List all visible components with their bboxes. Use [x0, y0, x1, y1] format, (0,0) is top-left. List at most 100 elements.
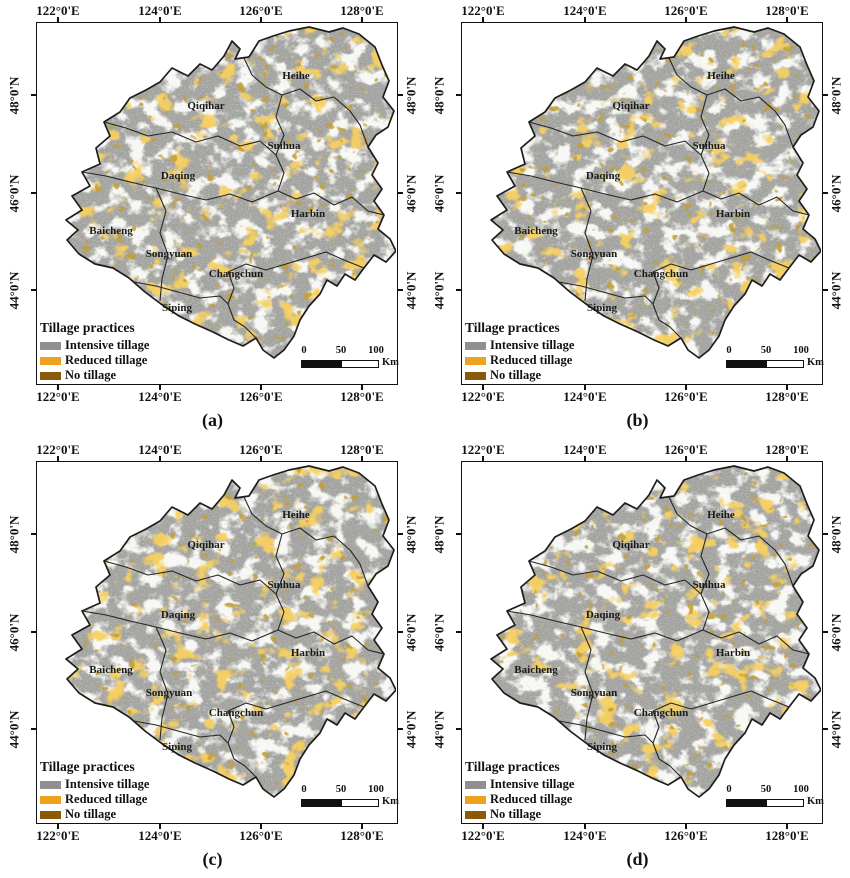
prefecture-boundary: [580, 187, 594, 302]
legend-swatch-no-tillage: [465, 810, 486, 819]
lon-tick-label: 128°0'E: [340, 828, 384, 843]
axis-tick: [31, 533, 36, 535]
city-label: Siping: [587, 741, 617, 753]
lon-tick-label: 126°0'E: [664, 828, 708, 843]
legend: Tillage practices Intensive tillage Redu…: [40, 759, 149, 822]
city-label: Siping: [162, 302, 192, 314]
legend-swatch-reduced: [465, 356, 486, 365]
prefecture-boundary: [103, 121, 277, 156]
axis-tick: [685, 17, 687, 22]
axis-tick: [456, 289, 461, 291]
scale-bar-graphic: [726, 799, 804, 807]
scale-bar-graphic: [301, 799, 379, 807]
legend-item-label: Intensive tillage: [490, 338, 575, 352]
axis-tick: [823, 631, 828, 633]
scale-unit-label: Km: [807, 796, 824, 807]
city-label: Harbin: [716, 208, 750, 220]
legend-item: No tillage: [40, 368, 149, 383]
panel-label: (c): [202, 849, 223, 869]
prefecture-boundary: [133, 281, 229, 305]
city-label: Daqing: [586, 170, 621, 182]
lon-tick-label: 122°0'E: [36, 828, 80, 843]
axis-tick: [31, 94, 36, 96]
scale-tick-label: 50: [335, 784, 347, 795]
tillage-map-svg: Heihe Qiqihar Suihua Daqing Harbin Baicheng So…: [65, 26, 396, 359]
prefecture-boundary: [652, 690, 790, 712]
legend-swatch-no-tillage: [40, 810, 61, 819]
scale-bar-segment-white: [341, 361, 378, 367]
lat-tick-label: 44°0'N: [403, 271, 419, 310]
legend-item: No tillage: [40, 807, 149, 822]
city-label: Harbin: [291, 208, 325, 220]
lat-tick-label: 44°0'N: [431, 710, 447, 749]
prefecture-boundary: [233, 758, 257, 778]
axis-tick: [260, 385, 262, 390]
lon-tick-label: 128°0'E: [340, 442, 384, 457]
city-label: Baicheng: [514, 225, 558, 237]
city-label: Suihua: [267, 140, 301, 152]
city-label: Suihua: [692, 140, 726, 152]
scale-tick-label: 50: [760, 345, 772, 356]
scale-bar: 0 50 100 Km: [724, 345, 824, 377]
city-label: Siping: [162, 741, 192, 753]
axis-tick: [31, 192, 36, 194]
lat-tick-label: 48°0'N: [6, 76, 22, 115]
city-label: Changchun: [634, 268, 688, 280]
city-label: Songyuan: [146, 248, 192, 260]
lat-tick-label: 44°0'N: [828, 710, 844, 749]
tillage-map-svg: Heihe Qiqihar Suihua Daqing Harbin Baicheng So…: [65, 465, 396, 798]
lat-tick-label: 46°0'N: [403, 613, 419, 652]
legend-swatch-intensive: [40, 341, 61, 350]
map-frame: Heihe Qiqihar Suihua Daqing Harbin Baicheng So…: [461, 461, 824, 824]
region-outline: [65, 26, 396, 359]
legend-item-label: Reduced tillage: [65, 792, 148, 806]
legend-item: Reduced tillage: [40, 792, 149, 807]
prefecture-boundary: [580, 626, 594, 741]
lon-tick-label: 126°0'E: [239, 389, 283, 404]
axis-tick: [786, 385, 788, 390]
axis-tick: [260, 456, 262, 461]
lat-tick-label: 46°0'N: [431, 613, 447, 652]
axis-tick: [31, 289, 36, 291]
lon-tick-label: 122°0'E: [36, 389, 80, 404]
legend-item: Intensive tillage: [40, 338, 149, 353]
lon-tick-label: 126°0'E: [239, 442, 283, 457]
city-label: Harbin: [716, 647, 750, 659]
city-label: Qiqihar: [187, 100, 224, 112]
city-label: Songyuan: [571, 248, 617, 260]
prefecture-boundary: [506, 610, 704, 642]
legend-item: Reduced tillage: [465, 353, 574, 368]
axis-tick: [31, 631, 36, 633]
prefecture-boundary: [702, 629, 810, 655]
axis-tick: [361, 385, 363, 390]
axis-tick: [361, 456, 363, 461]
city-label: Heihe: [282, 509, 310, 521]
legend-title: Tillage practices: [465, 759, 560, 774]
legend-item-label: Intensive tillage: [65, 777, 150, 791]
panel-label: (a): [202, 410, 223, 430]
prefecture-boundary: [155, 187, 169, 302]
scale-tick-label: 50: [335, 345, 347, 356]
prefecture-boundary: [227, 710, 235, 760]
axis-tick: [584, 456, 586, 461]
lat-tick-label: 48°0'N: [828, 515, 844, 554]
scale-bar-segment-black: [727, 800, 766, 806]
city-label: Baicheng: [89, 225, 133, 237]
scale-tick-label: 0: [726, 345, 732, 356]
city-label: Siping: [587, 302, 617, 314]
legend-item: Intensive tillage: [465, 777, 574, 792]
axis-tick: [260, 17, 262, 22]
axis-tick: [823, 728, 828, 730]
axis-tick: [398, 94, 403, 96]
axis-tick: [57, 17, 59, 22]
lat-tick-label: 48°0'N: [431, 515, 447, 554]
map-panel-c: 122°0'E 124°0'E 126°0'E 128°0'E 122°0'E …: [0, 439, 425, 878]
city-label: Daqing: [161, 609, 196, 621]
map-panel-a: 122°0'E 124°0'E 126°0'E 128°0'E 122°0'E …: [0, 0, 425, 439]
scale-tick-label: 50: [760, 784, 772, 795]
legend-item-label: Reduced tillage: [490, 792, 573, 806]
prefecture-boundary: [658, 319, 682, 339]
prefecture-boundary: [528, 560, 702, 595]
legend-item-label: Intensive tillage: [490, 777, 575, 791]
